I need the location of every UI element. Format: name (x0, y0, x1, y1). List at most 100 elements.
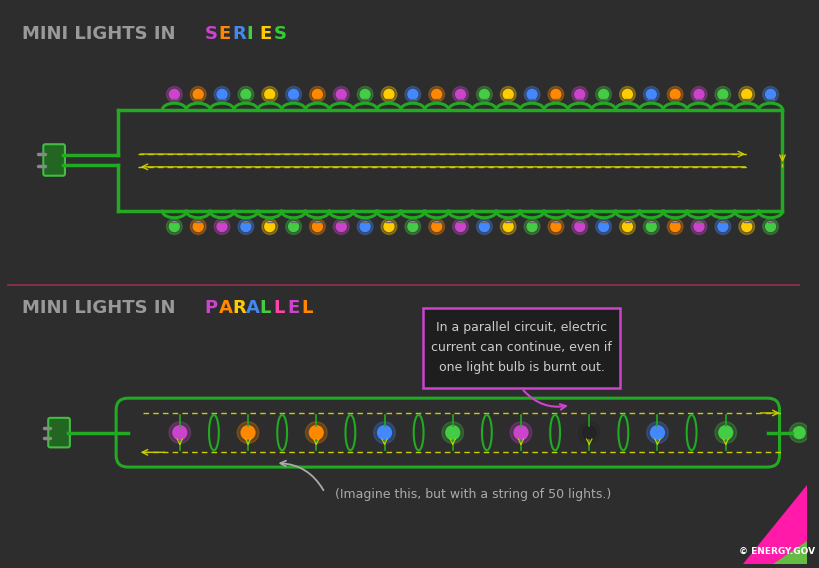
Circle shape (441, 422, 463, 444)
Circle shape (523, 86, 539, 102)
Circle shape (383, 89, 393, 99)
Text: S: S (274, 25, 287, 43)
FancyBboxPatch shape (43, 144, 65, 176)
Circle shape (428, 86, 444, 102)
Circle shape (193, 89, 203, 99)
Polygon shape (771, 541, 806, 563)
Circle shape (667, 219, 682, 235)
Circle shape (446, 426, 459, 440)
Circle shape (667, 86, 682, 102)
Circle shape (622, 222, 631, 232)
Circle shape (373, 422, 395, 444)
Text: L: L (274, 299, 285, 316)
Circle shape (714, 422, 735, 444)
Circle shape (452, 219, 468, 235)
Circle shape (738, 219, 753, 235)
Circle shape (357, 219, 373, 235)
Circle shape (690, 219, 706, 235)
Text: L: L (260, 299, 271, 316)
Circle shape (762, 86, 777, 102)
Circle shape (360, 89, 369, 99)
FancyBboxPatch shape (423, 308, 619, 389)
Circle shape (479, 222, 489, 232)
Circle shape (170, 222, 179, 232)
Circle shape (690, 86, 706, 102)
Circle shape (717, 89, 727, 99)
Text: R: R (232, 299, 246, 316)
Circle shape (381, 219, 396, 235)
Text: E: E (287, 299, 299, 316)
Circle shape (237, 422, 259, 444)
Circle shape (336, 222, 346, 232)
Circle shape (503, 222, 513, 232)
Circle shape (789, 423, 808, 442)
Circle shape (762, 219, 777, 235)
Circle shape (500, 86, 515, 102)
Text: A: A (218, 299, 232, 316)
Text: (Imagine this, but with a string of 50 lights.): (Imagine this, but with a string of 50 l… (334, 488, 610, 501)
Circle shape (452, 86, 468, 102)
Circle shape (669, 222, 679, 232)
Circle shape (312, 222, 322, 232)
Text: E: E (260, 25, 272, 43)
Circle shape (792, 427, 804, 438)
Circle shape (241, 89, 251, 99)
Circle shape (714, 219, 730, 235)
Circle shape (622, 89, 631, 99)
Circle shape (170, 89, 179, 99)
Circle shape (336, 89, 346, 99)
Circle shape (619, 86, 635, 102)
Circle shape (717, 222, 727, 232)
Circle shape (718, 426, 731, 440)
Text: MINI LIGHTS IN: MINI LIGHTS IN (21, 299, 181, 316)
Text: A: A (246, 299, 260, 316)
Circle shape (738, 86, 753, 102)
Circle shape (407, 89, 417, 99)
Circle shape (265, 222, 274, 232)
Circle shape (407, 222, 417, 232)
Circle shape (193, 222, 203, 232)
Circle shape (527, 89, 536, 99)
Circle shape (693, 222, 703, 232)
Circle shape (238, 86, 253, 102)
Circle shape (357, 86, 373, 102)
Circle shape (305, 422, 327, 444)
Circle shape (265, 89, 274, 99)
Circle shape (693, 89, 703, 99)
Circle shape (550, 89, 560, 99)
Circle shape (643, 219, 658, 235)
Circle shape (649, 426, 663, 440)
Circle shape (765, 89, 775, 99)
Circle shape (378, 426, 391, 440)
FancyBboxPatch shape (48, 418, 70, 448)
Circle shape (500, 219, 515, 235)
Circle shape (574, 89, 584, 99)
Circle shape (669, 89, 679, 99)
Circle shape (595, 219, 611, 235)
Circle shape (598, 222, 608, 232)
Circle shape (309, 219, 325, 235)
Text: P: P (205, 299, 218, 316)
Circle shape (173, 426, 187, 440)
Circle shape (432, 89, 441, 99)
Text: R: R (232, 25, 246, 43)
Circle shape (241, 222, 251, 232)
Circle shape (741, 89, 751, 99)
Circle shape (309, 86, 325, 102)
Circle shape (571, 86, 587, 102)
Circle shape (238, 219, 253, 235)
Circle shape (381, 86, 396, 102)
Circle shape (514, 426, 527, 440)
Circle shape (261, 219, 278, 235)
Circle shape (214, 86, 229, 102)
Circle shape (455, 222, 465, 232)
Polygon shape (742, 485, 806, 563)
Circle shape (312, 89, 322, 99)
Circle shape (241, 426, 255, 440)
Circle shape (190, 86, 206, 102)
Circle shape (405, 86, 420, 102)
Circle shape (333, 86, 349, 102)
Circle shape (285, 86, 301, 102)
Circle shape (646, 422, 667, 444)
Circle shape (645, 89, 655, 99)
